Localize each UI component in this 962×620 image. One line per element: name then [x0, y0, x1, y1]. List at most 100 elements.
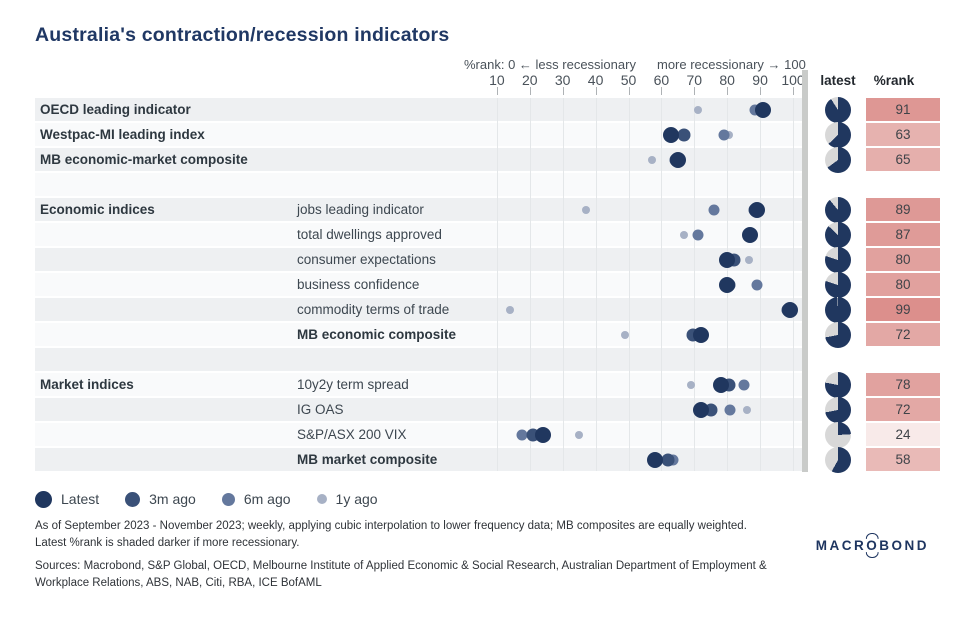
logo-text-pre: MACR — [815, 538, 867, 553]
row-stripe — [35, 173, 803, 196]
axis-tick-mark — [628, 87, 630, 95]
axis-note-less-recessionary: %rank: 0 ← less recessionary — [464, 57, 636, 72]
rank-value-cell: 99 — [866, 298, 940, 321]
rank-value-cell: 80 — [866, 273, 940, 296]
column-header-rank: %rank — [873, 73, 915, 88]
row-stripe — [35, 248, 803, 271]
row-sublabel: MB economic composite — [297, 327, 457, 342]
latest-pie-icon — [825, 146, 851, 173]
grid-line — [793, 98, 794, 471]
latest-pie-icon — [825, 321, 851, 348]
latest-pie-icon — [825, 121, 851, 148]
data-dot-latest — [719, 251, 736, 268]
legend-label: Latest — [61, 491, 100, 507]
row-stripe — [35, 223, 803, 246]
axis-tick-label: 40 — [587, 72, 604, 88]
row-sublabel: S&P/ASX 200 VIX — [297, 427, 407, 442]
row-sublabel: IG OAS — [297, 402, 344, 417]
section-label: Economic indices — [40, 202, 155, 217]
axis-tick-mark — [661, 87, 663, 95]
grid-line — [595, 98, 597, 471]
axis-note-more-recessionary: more recessionary → 100 — [657, 57, 806, 72]
latest-pie-icon — [825, 246, 851, 273]
axis-tick-label: 100 — [781, 72, 805, 88]
legend-dot-icon — [221, 492, 235, 506]
row-stripe — [35, 123, 803, 146]
row-stripe — [35, 348, 803, 371]
legend-item: 1y ago — [316, 491, 378, 507]
row-stripe — [35, 398, 803, 421]
footnote-text: As of September 2023 - November 2023; we… — [35, 520, 747, 550]
grid-line — [628, 98, 630, 471]
data-dot-m6 — [738, 379, 750, 390]
data-dot-m6 — [708, 204, 720, 215]
data-dot-latest — [748, 201, 765, 218]
latest-pie-icon — [825, 446, 851, 473]
latest-pie-icon — [825, 96, 851, 123]
legend: Latest 3m ago 6m ago 1y ago — [35, 488, 378, 510]
grid-line — [661, 98, 663, 471]
data-dot-m6 — [718, 129, 730, 140]
data-dot-y1 — [687, 380, 695, 389]
rank-value-cell: 78 — [866, 373, 940, 396]
row-stripe — [35, 373, 803, 396]
rank-value-cell: 91 — [866, 98, 940, 121]
row-stripe — [35, 148, 803, 171]
axis-tick-label: 90 — [752, 72, 768, 88]
data-dot-latest — [712, 376, 729, 393]
legend-item: 3m ago — [125, 491, 196, 507]
section-label: Market indices — [40, 377, 134, 392]
axis-tick-label: 80 — [719, 72, 735, 88]
sources-text: Sources: Macrobond, S&P Global, OECD, Me… — [35, 560, 767, 590]
grid-line — [694, 98, 696, 471]
axis-tick-label: 20 — [522, 72, 538, 88]
axis-tick-mark — [562, 87, 564, 95]
data-dot-latest — [742, 226, 759, 243]
grid-line — [496, 98, 498, 471]
latest-pie-icon — [825, 296, 851, 323]
data-dot-y1 — [693, 105, 702, 114]
row-label: Westpac-MI leading index — [40, 127, 205, 142]
data-dot-y1 — [621, 330, 630, 339]
axis-tick-mark — [529, 87, 531, 95]
data-dot-latest — [534, 426, 551, 443]
legend-item: Latest — [35, 490, 100, 508]
latest-pie-icon — [825, 221, 851, 248]
data-dot-m3 — [661, 453, 675, 466]
legend-label: 3m ago — [149, 491, 196, 507]
data-dot-latest — [669, 151, 686, 168]
data-dot-y1 — [506, 305, 515, 314]
row-sublabel: MB market composite — [297, 452, 438, 467]
row-sublabel: commodity terms of trade — [297, 302, 450, 317]
row-stripe — [35, 298, 803, 321]
legend-dot-icon — [35, 490, 52, 508]
axis-tick-label: 30 — [554, 72, 571, 88]
row-sublabel: jobs leading indicator — [297, 202, 424, 217]
rank-value-cell: 63 — [866, 123, 940, 146]
axis-tick-mark — [694, 87, 696, 95]
rank-value-cell: 58 — [866, 448, 940, 471]
legend-label: 1y ago — [335, 491, 378, 507]
row-label: OECD leading indicator — [40, 102, 191, 117]
data-dot-y1 — [742, 405, 751, 414]
data-dot-y1 — [575, 430, 584, 439]
grid-line — [562, 98, 564, 471]
rank-value-cell: 89 — [866, 198, 940, 221]
axis-tick-label: 50 — [620, 72, 637, 88]
row-stripe — [35, 448, 803, 471]
macrobond-logo: MACR O BOND — [816, 538, 929, 553]
grid-line — [529, 98, 531, 471]
row-label: MB economic-market composite — [40, 152, 248, 167]
data-dot-m6 — [692, 229, 704, 240]
data-dot-m6 — [516, 429, 528, 440]
data-dot-latest — [692, 326, 709, 343]
data-dot-latest — [646, 451, 663, 468]
row-sublabel: business confidence — [297, 277, 420, 292]
row-sublabel: consumer expectations — [297, 252, 436, 267]
rank-value-cell: 72 — [866, 323, 940, 346]
latest-pie-icon — [825, 421, 851, 448]
rank-value-cell: 87 — [866, 223, 940, 246]
rank-value-cell: 65 — [866, 148, 940, 171]
